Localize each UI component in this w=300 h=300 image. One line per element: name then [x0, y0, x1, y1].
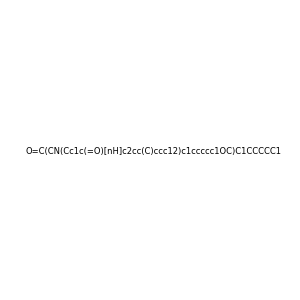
Text: O=C(CN(Cc1c(=O)[nH]c2cc(C)ccc12)c1ccccc1OC)C1CCCCC1: O=C(CN(Cc1c(=O)[nH]c2cc(C)ccc12)c1ccccc1… — [26, 147, 282, 156]
